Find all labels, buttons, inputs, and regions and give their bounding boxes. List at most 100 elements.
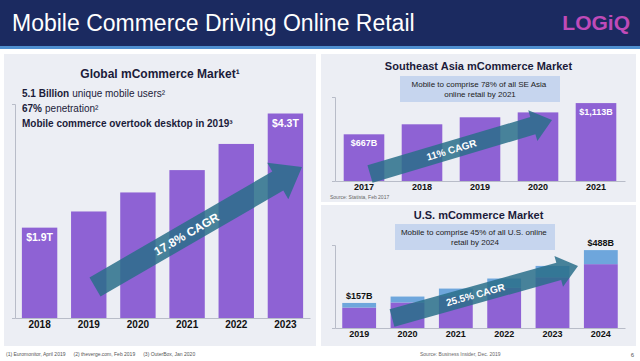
source-note: Source: Statista, Feb 2017 [330,194,389,200]
x-tick: 2017 [354,182,374,192]
note-text: penetration² [45,103,99,114]
header-rule [0,46,640,49]
x-axis-line [336,328,626,329]
chart-title: Global mCommerce Market¹ [80,67,239,81]
x-tick: 2020 [528,182,548,192]
x-tick-label: 2019 [349,329,369,339]
footnote: (2) theverge.com, Feb 2019 [73,351,135,357]
x-axis: 201820192020202120222023 [16,319,311,331]
header-bar [0,0,640,46]
x-tick: 2019 [349,329,369,339]
x-tick-label: 2021 [586,182,606,192]
x-tick: 2023 [542,329,562,339]
footnote: (1) Euromonitor, April 2019 [6,351,66,357]
cagr-label: 11% CAGR [425,137,478,162]
cagr-label: 25.5% CAGR [445,281,507,308]
slide-title: Mobile Commerce Driving Online Retail [12,10,415,36]
x-tick: 2023 [274,319,297,330]
x-tick-label: 2020 [397,329,417,339]
bar [22,228,57,318]
callout-line: Mobile to comprise 45% of all U.S. onlin… [401,228,549,237]
y-axis-line [332,246,336,329]
x-tick: 2018 [412,182,432,192]
x-tick-label: 2023 [274,319,297,330]
data-label: $1,113B [579,107,613,117]
x-tick: 2022 [494,329,514,339]
x-axis-line [16,318,311,319]
y-axis [12,105,16,319]
y-tick-mark [332,181,335,182]
callout-box [400,76,560,102]
x-tick-label: 2021 [446,329,466,339]
note: 5.1 Billionunique mobile users² [22,88,166,99]
source-note: Source: Business Insider, Dec. 2019 [420,351,501,357]
total-label: $157B [346,291,373,301]
callout-text: Mobile to comprise 45% of all U.S. onlin… [401,228,549,247]
cagr-label: 17.8% CAGR [152,210,222,259]
x-tick-label: 2023 [542,329,562,339]
y-tick-mark [332,328,335,329]
y-axis [332,98,336,182]
plot-area [22,114,303,318]
bar [342,308,376,328]
arrow-shape [388,251,583,334]
x-axis: 2019 2020 2021 2022 2023 2024 [336,329,626,340]
y-tick [332,181,335,182]
x-tick: 2019 [78,319,101,330]
arrow-shape [365,105,556,190]
panel [4,54,316,346]
x-tick-label: 2018 [412,182,432,192]
plot-area [342,250,618,328]
bar [342,303,376,308]
bar [576,103,617,181]
x-tick-label: 2017 [354,182,374,192]
y-axis-line [12,105,16,319]
callout-line: Mobile to comprise 78% of all SE Asia [412,80,549,89]
chart-title: U.S. mCommerce Market [414,209,544,221]
data-label: $4.3T [272,117,299,129]
data-label: $667B [351,138,378,148]
y-axis-line [332,98,336,182]
callout-box [395,224,555,250]
x-tick: 2021 [176,319,199,330]
cagr-arrow: 17.8% CAGR [84,149,312,305]
x-tick: 2022 [225,319,248,330]
x-tick: 2018 [28,319,51,330]
y-axis [332,246,336,329]
data-label: $1.9T [26,231,53,243]
footnote: (3) OuterBox, Jan 2020 [143,351,195,357]
bar [584,264,618,328]
cagr-arrow: 11% CAGR [365,105,556,190]
x-tick-label: 2024 [591,329,611,339]
chart-title: Southeast Asia mCommerce Market [385,60,573,72]
bar [219,144,254,318]
note-strong: 67% [22,103,42,114]
cagr-arrow: 25.5% CAGR [388,251,583,334]
note: 67%penetration² [22,103,99,114]
x-tick-label: 2022 [494,329,514,339]
note: Mobile commerce overtook desktop in 2019… [22,118,233,129]
slide: Mobile Commerce Driving Online Retail LOG… [0,0,640,361]
x-axis: 2017 2018 2019 2020 2021 [336,182,626,193]
note-text: unique mobile users² [72,88,165,99]
x-tick: 2021 [586,182,606,192]
x-tick: 2021 [446,329,466,339]
note-strong: Mobile commerce overtook desktop in 2019… [22,118,233,129]
y-tick [12,318,15,319]
x-tick: 2020 [397,329,417,339]
x-tick: 2019 [470,182,490,192]
callout-line: retail by 2024 [451,238,500,247]
logo: LOGiQ [562,11,630,34]
panel [321,205,636,346]
y-tick [332,328,335,329]
page-number: 6 [631,352,635,358]
callout-line: online retail by 2021 [444,90,516,99]
y-tick-mark [12,318,15,319]
x-tick-label: 2018 [28,319,51,330]
total-label: $488B [588,238,615,248]
bar [71,211,106,318]
callout-text: Mobile to comprise 78% of all SE Asia on… [412,80,549,99]
bar [584,250,618,264]
bar [268,114,303,318]
panel [321,54,636,202]
